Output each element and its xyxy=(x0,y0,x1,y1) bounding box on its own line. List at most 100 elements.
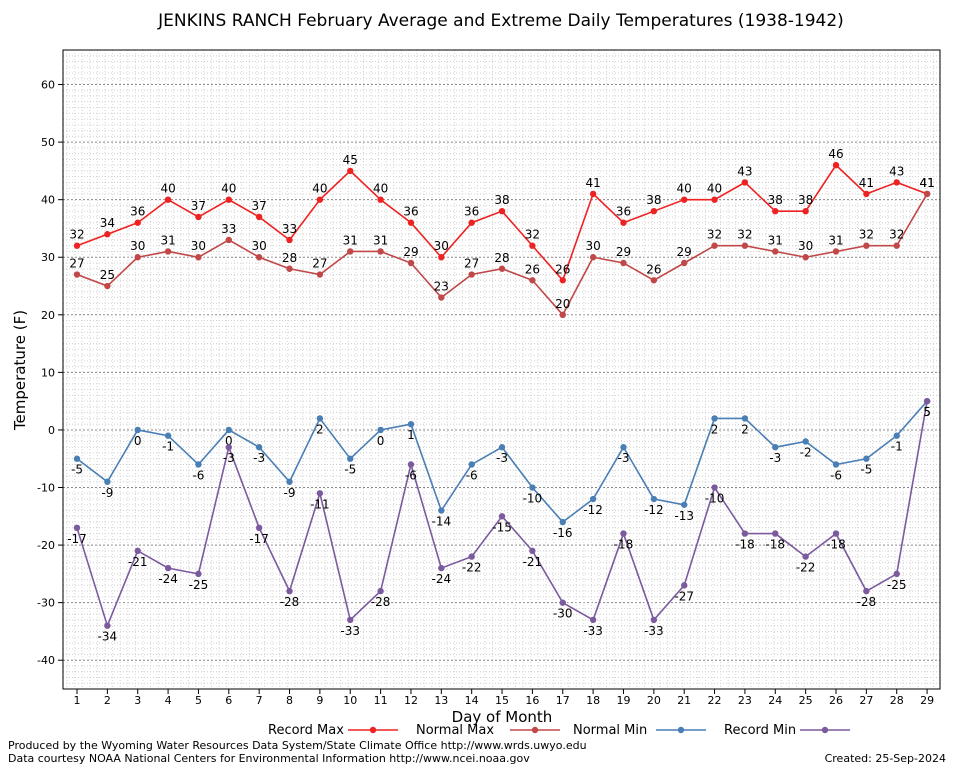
x-tick-label: 28 xyxy=(890,694,904,707)
x-axis-title: Day of Month xyxy=(452,708,553,726)
x-tick-label: 2 xyxy=(104,694,111,707)
x-axis: 1 2 3 4 5 6 7 8 9 10 11 12 13 14 15 16 17 18 19 20 21 22 23 24 2… xyxy=(74,689,934,707)
normal-min-data-label: 0 xyxy=(225,434,233,448)
x-tick-label: 18 xyxy=(586,694,600,707)
normal-min-point xyxy=(741,415,749,422)
normal-max-point xyxy=(255,254,263,261)
normal-min-data-label: -9 xyxy=(284,486,296,500)
x-tick-label: 24 xyxy=(768,694,782,707)
record-max-point xyxy=(650,207,658,215)
record-min-point xyxy=(893,570,900,578)
normal-min-point xyxy=(407,420,415,428)
normal-max-point xyxy=(286,265,293,272)
x-tick-label: 13 xyxy=(434,694,448,707)
normal-min-point xyxy=(498,444,506,451)
normal-min-point xyxy=(164,432,172,439)
record-max-point xyxy=(681,196,688,203)
record-max-data-label: 37 xyxy=(252,199,267,213)
record-max-data-label: 38 xyxy=(798,193,813,207)
normal-min-point xyxy=(195,461,202,468)
x-tick-label: 19 xyxy=(616,694,630,707)
record-min-point xyxy=(832,530,840,537)
normal-max-point xyxy=(802,254,809,261)
record-max-point xyxy=(772,207,779,215)
normal-max-point xyxy=(316,271,324,278)
record-min-data-label: -28 xyxy=(857,595,877,609)
normal-max-point xyxy=(681,259,688,267)
normal-max-point xyxy=(529,277,536,284)
normal-max-data-label: 28 xyxy=(494,251,509,265)
record-min-point xyxy=(134,547,141,555)
record-max-data-label: 26 xyxy=(555,262,570,276)
x-tick-label: 8 xyxy=(286,694,293,707)
normal-max-point xyxy=(498,265,506,272)
normal-max-point xyxy=(468,271,475,278)
normal-min-data-label: -3 xyxy=(496,451,508,465)
normal-min-data-label: -6 xyxy=(830,468,842,482)
record-min-point xyxy=(620,530,627,537)
normal-max-point xyxy=(863,242,870,249)
record-max-data-label: 36 xyxy=(464,205,479,219)
normal-min-data-label: -12 xyxy=(644,503,664,517)
y-tick-label: -40 xyxy=(37,654,55,667)
legend-marker-record-min xyxy=(821,726,829,734)
normal-max-data-label: 32 xyxy=(707,228,722,242)
x-tick-label: 1 xyxy=(74,694,81,707)
normal-min-point xyxy=(711,415,718,422)
record-min-point xyxy=(377,587,384,595)
normal-max-data-label: 30 xyxy=(252,239,267,253)
x-tick-label: 3 xyxy=(134,694,141,707)
x-tick-label: 17 xyxy=(556,694,570,707)
normal-min-data-label: 5 xyxy=(923,405,931,419)
record-max-data-label: 38 xyxy=(768,193,783,207)
x-tick-label: 16 xyxy=(525,694,539,707)
x-tick-label: 10 xyxy=(343,694,357,707)
normal-min-data-label: -16 xyxy=(553,526,573,540)
normal-max-point xyxy=(741,242,749,249)
y-tick-label: -30 xyxy=(37,597,55,610)
x-tick-label: 11 xyxy=(374,694,388,707)
record-min-data-label: -21 xyxy=(128,555,148,569)
record-max-point xyxy=(377,196,384,203)
x-tick-label: 6 xyxy=(225,694,232,707)
normal-max-data-label: 31 xyxy=(373,233,388,247)
y-tick-label: 20 xyxy=(41,309,55,322)
x-tick-label: 20 xyxy=(647,694,661,707)
x-tick-label: 14 xyxy=(465,694,479,707)
record-min-data-label: -22 xyxy=(796,561,816,575)
normal-min-data-label: -1 xyxy=(162,440,174,454)
normal-max-data-label: 26 xyxy=(525,262,540,276)
normal-min-point xyxy=(134,426,141,434)
record-min-point xyxy=(316,490,324,497)
y-tick-label: 10 xyxy=(41,366,55,379)
normal-min-data-label: -3 xyxy=(253,451,265,465)
legend-marker-normal-max xyxy=(531,726,539,734)
record-max-data-label: 41 xyxy=(919,176,934,190)
normal-min-point xyxy=(802,438,809,445)
normal-min-point xyxy=(681,501,688,508)
record-max-point xyxy=(407,219,415,226)
normal-min-data-label: 1 xyxy=(407,428,415,442)
normal-max-point xyxy=(164,248,172,255)
normal-min-data-label: 2 xyxy=(741,422,749,436)
normal-max-point xyxy=(923,190,931,198)
record-max-point xyxy=(589,190,597,198)
normal-max-data-label: 30 xyxy=(798,239,813,253)
normal-min-data-label: 2 xyxy=(316,422,324,436)
record-max-data-label: 36 xyxy=(403,205,418,219)
record-min-data-label: -34 xyxy=(98,630,118,644)
record-max-data-label: 40 xyxy=(373,182,388,196)
record-max-point xyxy=(316,196,324,203)
normal-max-data-label: 27 xyxy=(312,257,327,271)
record-max-data-label: 32 xyxy=(69,228,84,242)
series-layer: 32 34 36 40 37 40 37 33 40 45 40 36 30 36 38 32 26 41 36 38… xyxy=(67,147,935,644)
normal-min-data-label: -2 xyxy=(800,445,812,459)
record-max-data-label: 41 xyxy=(859,176,874,190)
record-min-point xyxy=(407,461,415,468)
normal-min-point xyxy=(893,432,900,439)
record-max-data-label: 40 xyxy=(160,182,175,196)
record-min-point xyxy=(741,530,749,537)
record-min-point xyxy=(772,530,779,537)
record-max-data-label: 40 xyxy=(221,182,236,196)
record-min-data-label: -33 xyxy=(644,624,664,638)
